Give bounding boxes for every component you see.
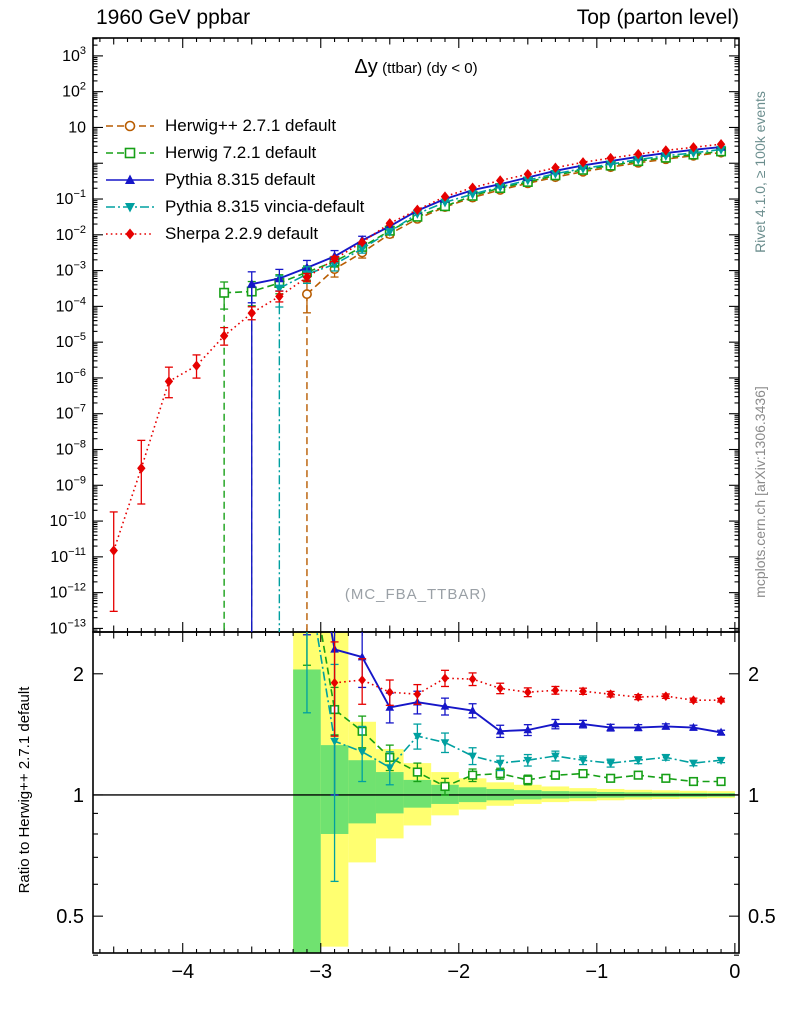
legend-label: Pythia 8.315 default: [165, 169, 316, 189]
ratio-series-sherpa: [330, 641, 726, 737]
legend-swatch-vincia-icon: [106, 202, 154, 212]
legend-label: Herwig 7.2.1 default: [165, 142, 317, 162]
svg-text:10−3: 10−3: [56, 260, 86, 280]
svg-text:0.5: 0.5: [748, 906, 776, 928]
legend-item-sherpa: Sherpa 2.2.9 default: [104, 220, 364, 247]
analysis-watermark: (MC_FBA_TTBAR): [344, 586, 488, 603]
svg-text:10−11: 10−11: [50, 546, 86, 566]
series-herwigpp: [301, 147, 727, 632]
main-series-layer: [109, 139, 727, 632]
series-vincia: [274, 145, 726, 632]
legend-item-pythia: Pythia 8.315 default: [104, 166, 364, 193]
legend-item-herwig7: Herwig 7.2.1 default: [104, 139, 364, 166]
svg-text:10−12: 10−12: [50, 582, 86, 602]
svg-text:10−13: 10−13: [50, 617, 86, 637]
legend-swatch-herwig7-icon: [106, 147, 154, 158]
plot-title-qualifier: (ttbar) (dy < 0): [382, 60, 478, 77]
ratio-axis-label: Ratio to Herwig++ 2.7.1 default: [16, 686, 33, 894]
svg-text:−2: −2: [447, 961, 470, 983]
header-process: Top (parton level): [576, 6, 739, 29]
legend-swatch-herwigpp-icon: [106, 120, 154, 131]
legend-label: Herwig++ 2.7.1 default: [165, 115, 337, 135]
svg-text:10−4: 10−4: [56, 295, 86, 315]
svg-text:10−10: 10−10: [50, 510, 86, 530]
svg-text:10−7: 10−7: [56, 403, 86, 423]
svg-text:10−2: 10−2: [56, 224, 86, 244]
header-beam-energy: 1960 GeV ppbar: [96, 6, 251, 29]
legend-swatch-pythia-icon: [106, 174, 154, 184]
svg-text:1: 1: [748, 785, 759, 807]
series-sherpa: [109, 139, 726, 612]
plot-title: Δy (ttbar) (dy < 0): [93, 56, 739, 79]
svg-text:0.5: 0.5: [56, 906, 84, 928]
legend: Herwig++ 2.7.1 default Herwig 7.2.1 defa…: [104, 112, 364, 247]
ratio-panel-frame: [92, 631, 740, 954]
svg-text:103: 103: [62, 45, 86, 65]
legend-label: Sherpa 2.2.9 default: [165, 223, 319, 243]
svg-text:10: 10: [68, 119, 86, 136]
svg-text:1: 1: [73, 785, 84, 807]
svg-text:10−1: 10−1: [56, 188, 86, 208]
svg-text:−3: −3: [309, 961, 332, 983]
legend-label: Pythia 8.315 vincia-default: [165, 196, 365, 216]
axis-tick-labels: −4 −3 −2 −1 0 103 102 10 10−1 10−2 10−3 10−4 10−5 10−…: [50, 45, 776, 983]
plot-title-observable: Δy: [354, 56, 378, 78]
rivet-version-note: Rivet 4.1.0, ≥ 100k events: [752, 91, 768, 253]
svg-text:−4: −4: [171, 961, 194, 983]
ratio-series-layer: [302, 632, 726, 883]
svg-text:10−8: 10−8: [56, 439, 86, 459]
ratio-series-vincia: [302, 632, 726, 883]
axis-ticks: [93, 38, 739, 956]
svg-text:2: 2: [748, 664, 759, 686]
svg-text:10−5: 10−5: [56, 331, 86, 351]
legend-swatch-sherpa-icon: [106, 228, 154, 239]
svg-text:2: 2: [73, 664, 84, 686]
svg-text:10−9: 10−9: [56, 474, 86, 494]
legend-item-herwigpp: Herwig++ 2.7.1 default: [104, 112, 364, 139]
svg-text:−1: −1: [585, 961, 608, 983]
mcplots-reference-note: mcplots.cern.ch [arXiv:1306.3436]: [752, 386, 768, 598]
svg-text:0: 0: [729, 961, 740, 983]
svg-text:102: 102: [62, 81, 86, 101]
legend-item-vincia: Pythia 8.315 vincia-default: [104, 193, 364, 220]
svg-text:10−6: 10−6: [56, 367, 86, 387]
